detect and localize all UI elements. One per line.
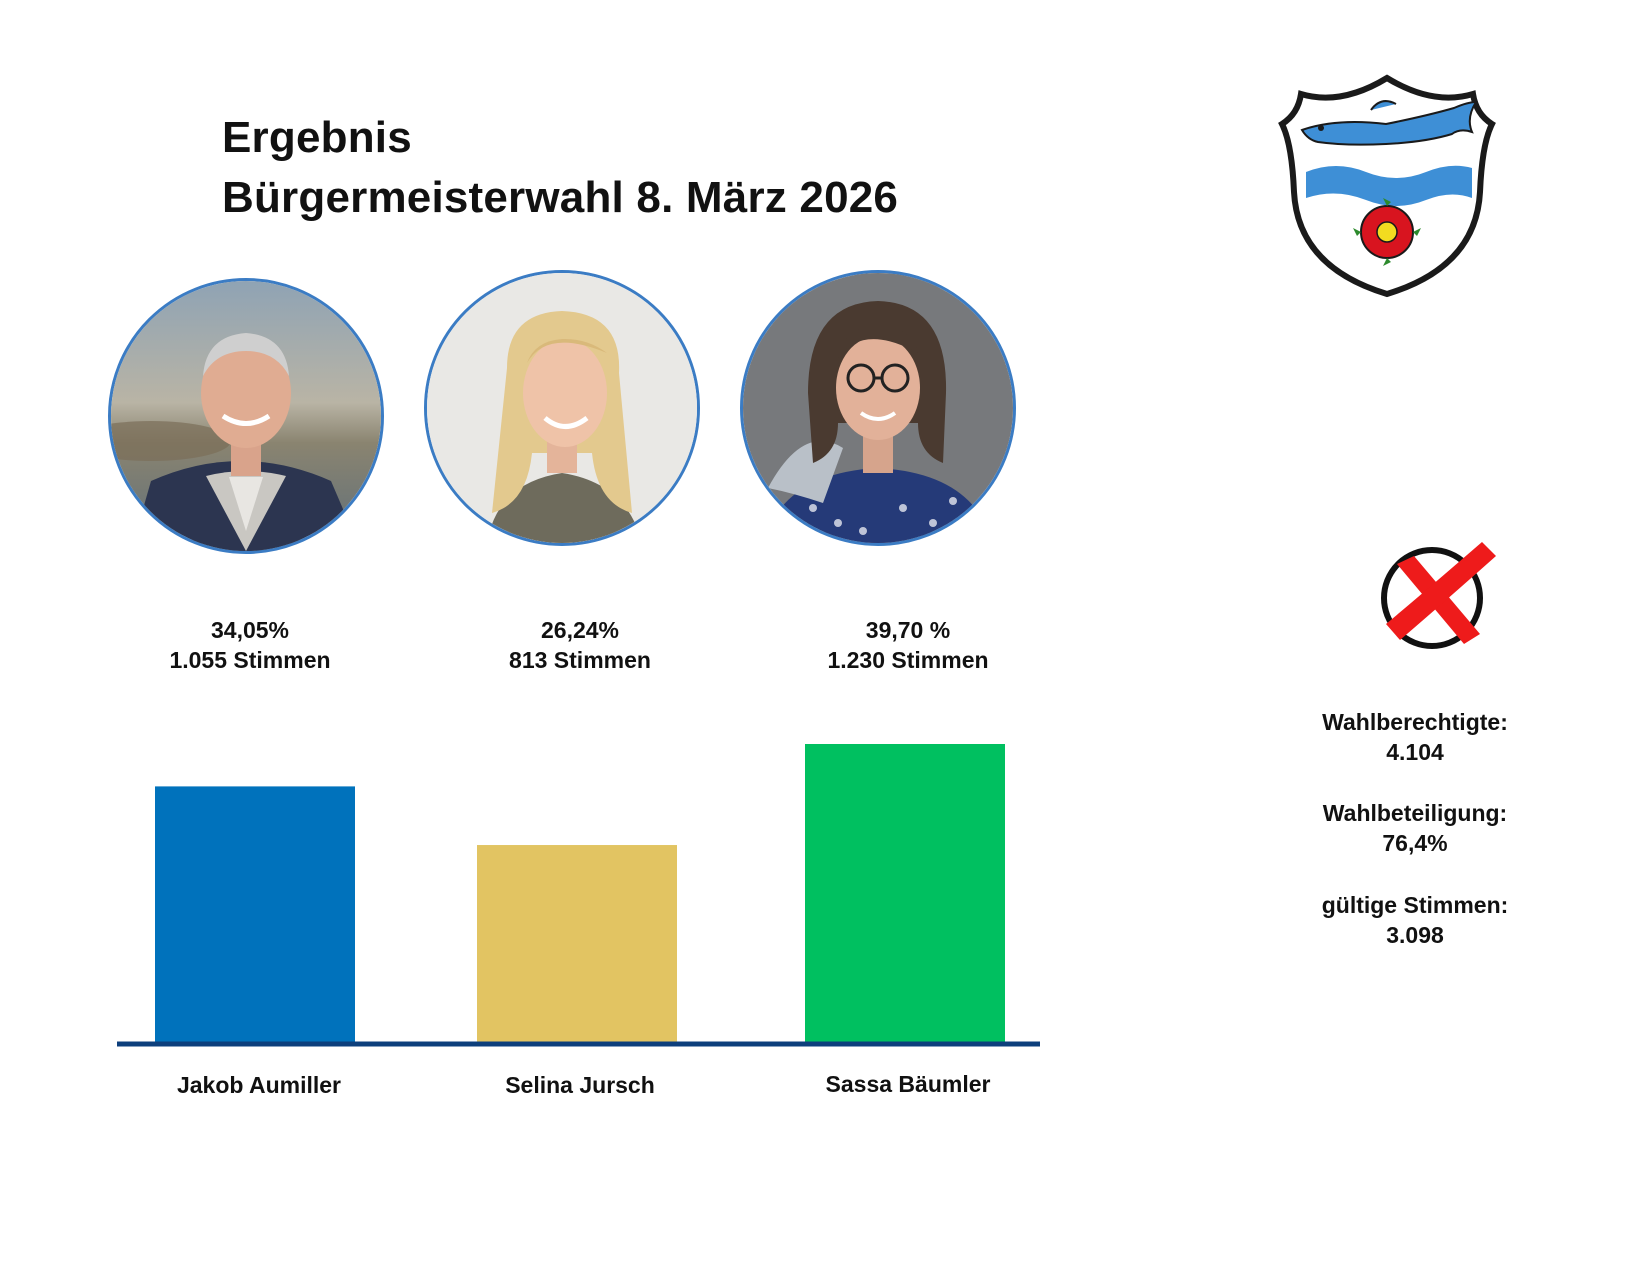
- portrait-selina-jursch: [424, 270, 700, 546]
- bar-selina-jursch: [477, 845, 677, 1042]
- stats-sassa-baeumler: 39,70 % 1.230 Stimmen: [758, 615, 1058, 675]
- stat-value: 76,4%: [1382, 830, 1448, 856]
- stats-jakob-aumiller: 34,05% 1.055 Stimmen: [100, 615, 400, 675]
- bar-sassa-b-umler: [805, 744, 1005, 1042]
- title-line-1: Ergebnis: [222, 113, 412, 162]
- results-bar-chart: [117, 744, 1040, 1047]
- votes-label: 1.055 Stimmen: [169, 647, 331, 673]
- stat-label: Wahlberechtigte:: [1322, 709, 1508, 735]
- votes-label: 1.230 Stimmen: [827, 647, 989, 673]
- percent-label: 39,70 %: [865, 617, 951, 643]
- portrait-woman-blonde-icon: [427, 273, 697, 543]
- percent-label: 34,05%: [210, 617, 289, 643]
- stat-turnout: Wahlbeteiligung: 76,4%: [1300, 798, 1530, 858]
- tick-label-jakob-aumiller: Jakob Aumiller: [176, 1072, 342, 1098]
- stats-selina-jursch: 26,24% 813 Stimmen: [430, 615, 730, 675]
- page-title: Ergebnis Bürgermeisterwahl 8. März 2026: [222, 108, 898, 228]
- municipal-coat-of-arms-icon: [1278, 74, 1496, 298]
- ballot-cross-icon: [1381, 542, 1496, 649]
- stat-label: gültige Stimmen:: [1321, 892, 1509, 918]
- percent-label: 26,24%: [540, 617, 619, 643]
- portrait-man-icon: [111, 281, 381, 551]
- stat-label: Wahlbeteiligung:: [1322, 800, 1508, 826]
- stat-eligible-voters: Wahlberechtigte: 4.104: [1300, 707, 1530, 767]
- stat-value: 4.104: [1386, 739, 1444, 765]
- portrait-woman-glasses-icon: [743, 273, 1013, 543]
- portrait-jakob-aumiller: [108, 278, 384, 554]
- bar-jakob-aumiller: [155, 786, 355, 1042]
- portrait-sassa-baeumler: [740, 270, 1016, 546]
- votes-label: 813 Stimmen: [509, 647, 651, 673]
- tick-label-selina-jursch: Selina Jursch: [505, 1072, 655, 1098]
- title-line-2: Bürgermeisterwahl 8. März 2026: [222, 173, 899, 222]
- stat-valid-votes: gültige Stimmen: 3.098: [1300, 890, 1530, 950]
- stat-value: 3.098: [1386, 922, 1444, 948]
- tick-label-sassa-baeumler: Sassa Bäumler: [825, 1071, 991, 1097]
